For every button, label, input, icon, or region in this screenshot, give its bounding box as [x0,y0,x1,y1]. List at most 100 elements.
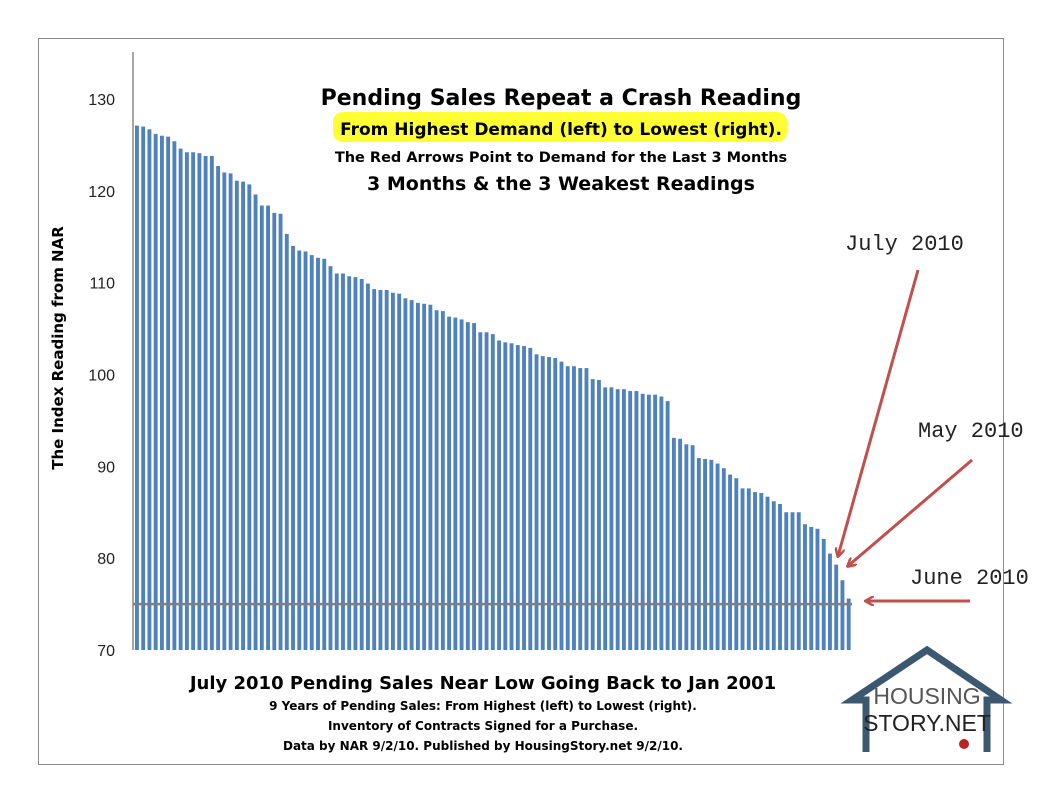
bar [397,293,402,650]
bar [422,303,427,650]
bar [490,334,495,650]
bar [690,445,695,650]
bar [572,366,576,650]
bar [334,273,339,650]
bar [484,332,489,650]
chart-subtitle-highlight: From Highest Demand (left) to Lowest (ri… [340,120,782,140]
bar [353,277,358,650]
annotation-july-2010: July 2010 [845,232,964,257]
bar [347,276,352,650]
bar [453,317,458,650]
bar [253,194,258,651]
bar [590,379,595,650]
bar [228,173,233,650]
annotation-june-2010: June 2010 [910,566,1029,591]
bar [141,126,146,651]
bar [671,437,676,650]
bar [509,343,514,650]
chart-subtitle-3: 3 Months & the 3 Weakest Readings [367,173,755,195]
bar [709,459,714,650]
flower-icon [959,739,969,749]
bar [621,389,626,650]
bar [322,258,327,650]
bar [784,512,789,650]
bar [497,340,501,650]
subtitle-highlight-bg [333,112,787,142]
bar [597,380,601,650]
bar [765,496,770,650]
bar [135,125,139,651]
bar [291,245,295,650]
bar [522,346,526,650]
bar [684,444,689,650]
bar [440,311,445,650]
bar [316,257,320,650]
bar [259,205,264,650]
bar [584,368,589,650]
bar [609,387,614,650]
bar [715,463,720,650]
bar [478,332,483,650]
bar [759,492,764,650]
annotation-may-2010: May 2010 [918,419,1024,444]
bar [815,528,820,650]
bar [166,136,171,650]
bar [328,266,333,650]
bar [272,212,277,650]
bar [447,316,452,650]
bar [390,292,395,650]
bar [153,133,158,650]
arrow-july-2010 [838,269,920,556]
bar [753,492,757,650]
y-tick-label: 110 [89,276,115,293]
bar [172,141,177,650]
bars-group [135,125,851,651]
bar [415,302,420,650]
bar [216,166,221,650]
bar [565,366,570,650]
bar [341,273,345,650]
x-axis-label: July 2010 Pending Sales Near Low Going B… [188,673,776,694]
bar [409,300,414,650]
bar [472,323,477,650]
bar [734,478,739,650]
housingstory-logo: HOUSING STORY.NET [840,645,1013,752]
bar [309,255,314,650]
bar [828,553,832,650]
bar [403,298,408,650]
bar [840,580,845,650]
bar [746,488,751,650]
bar [209,155,214,651]
bar [284,233,289,650]
y-tick-label: 100 [88,368,115,385]
bar [372,289,377,650]
bar [846,598,851,650]
bar [222,172,227,650]
bar [778,503,782,650]
bar [628,391,633,650]
note-3: Data by NAR 9/2/10. Published by Housing… [283,739,683,753]
chart-frame [38,38,1004,765]
bar [615,389,620,650]
bar [821,538,826,650]
bar [366,283,370,650]
y-tick-label: 120 [88,184,115,201]
bar [266,205,270,650]
bar [534,354,539,650]
bar [297,250,302,650]
y-tick-label: 70 [97,643,115,660]
bar [203,155,208,651]
bar [721,468,726,650]
bar [241,181,246,650]
bar [434,310,439,650]
bar [796,512,801,650]
y-tick-label: 80 [97,551,115,568]
bar [790,512,795,650]
logo-line2: STORY.NET [863,710,991,736]
bar [603,387,608,650]
bar [159,135,164,650]
bar [653,394,658,650]
bar [665,401,670,650]
bar [528,347,533,650]
